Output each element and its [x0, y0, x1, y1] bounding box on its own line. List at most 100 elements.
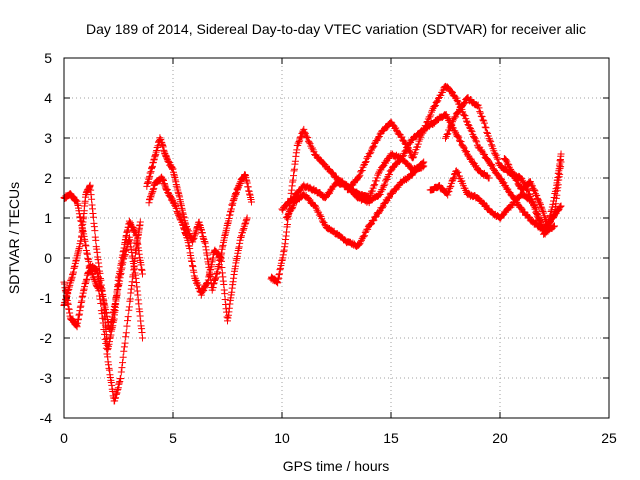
data-point	[502, 184, 510, 192]
data-point	[532, 208, 540, 216]
data-point	[322, 194, 330, 202]
data-point	[452, 113, 460, 121]
data-point	[552, 185, 560, 193]
data-point	[376, 191, 384, 199]
data-point	[369, 143, 377, 151]
data-point	[136, 218, 144, 226]
data-point	[529, 201, 537, 209]
data-point	[371, 181, 379, 189]
x-axis-label: GPS time / hours	[283, 458, 390, 474]
data-point	[470, 133, 478, 141]
data-point	[91, 227, 99, 235]
data-point	[487, 160, 495, 168]
data-point	[372, 177, 380, 185]
data-point	[380, 181, 388, 189]
data-point	[479, 149, 487, 157]
data-point	[546, 213, 554, 221]
data-point	[410, 150, 418, 158]
data-point	[382, 177, 390, 185]
data-point	[453, 109, 461, 117]
data-point	[358, 167, 366, 175]
data-point	[363, 154, 371, 162]
data-point	[451, 127, 459, 135]
data-point	[375, 208, 383, 216]
data-point	[368, 187, 376, 195]
y-tick-label: 4	[44, 90, 52, 106]
data-point	[544, 223, 552, 231]
data-point	[466, 125, 474, 133]
data-point	[533, 191, 541, 199]
data-point	[450, 174, 458, 182]
data-point	[487, 141, 495, 149]
data-point	[459, 100, 467, 108]
data-point	[311, 202, 319, 210]
data-point	[389, 189, 397, 197]
data-point	[283, 214, 291, 222]
data-point	[102, 344, 110, 352]
data-point	[354, 241, 362, 249]
data-point	[378, 163, 386, 171]
y-tick-label: 2	[44, 170, 52, 186]
data-point	[420, 158, 428, 166]
x-tick-label: 10	[274, 430, 290, 446]
data-point	[502, 156, 510, 164]
data-point	[549, 200, 557, 208]
data-point	[545, 220, 553, 228]
data-point	[119, 359, 127, 367]
data-point	[124, 313, 132, 321]
data-point	[318, 217, 326, 225]
data-point	[432, 99, 440, 107]
y-axis-label: SDTVAR / TECUs	[6, 182, 22, 294]
series-7	[278, 111, 493, 214]
data-point	[485, 135, 493, 143]
data-point	[446, 124, 454, 132]
data-point	[217, 257, 225, 265]
data-point	[100, 326, 108, 334]
data-point	[118, 364, 126, 372]
data-point	[288, 205, 296, 213]
data-point	[423, 118, 431, 126]
data-point	[359, 233, 367, 241]
data-point	[379, 183, 387, 191]
data-point	[490, 165, 498, 173]
data-point	[416, 135, 424, 143]
data-point	[304, 195, 312, 203]
data-point	[125, 306, 133, 314]
data-point	[431, 102, 439, 110]
y-tick-label: -1	[40, 290, 53, 306]
data-point	[480, 119, 488, 127]
data-point	[102, 339, 110, 347]
data-point	[557, 202, 565, 210]
data-point	[92, 236, 100, 244]
data-point	[493, 154, 501, 162]
data-point	[117, 375, 125, 383]
y-tick-label: 5	[44, 50, 52, 66]
data-point	[356, 171, 364, 179]
data-point	[138, 270, 146, 278]
data-point	[381, 180, 389, 188]
data-point	[450, 114, 458, 122]
data-point	[431, 101, 439, 109]
y-tick-label: -3	[40, 370, 53, 386]
data-point	[533, 212, 541, 220]
data-point	[484, 157, 492, 165]
data-point	[537, 222, 545, 230]
data-point	[362, 158, 370, 166]
data-point	[472, 137, 480, 145]
data-point	[427, 108, 435, 116]
data-point	[99, 314, 107, 322]
data-point	[419, 129, 427, 137]
data-point	[362, 227, 370, 235]
data-point	[243, 214, 251, 222]
data-point	[97, 307, 105, 315]
data-point	[545, 217, 553, 225]
data-point	[459, 143, 467, 151]
data-point	[371, 213, 379, 221]
series-11	[442, 94, 558, 238]
data-point	[457, 138, 465, 146]
data-point	[451, 93, 459, 101]
data-point	[446, 183, 454, 191]
y-tick-label: -2	[40, 330, 53, 346]
data-point	[461, 112, 469, 120]
